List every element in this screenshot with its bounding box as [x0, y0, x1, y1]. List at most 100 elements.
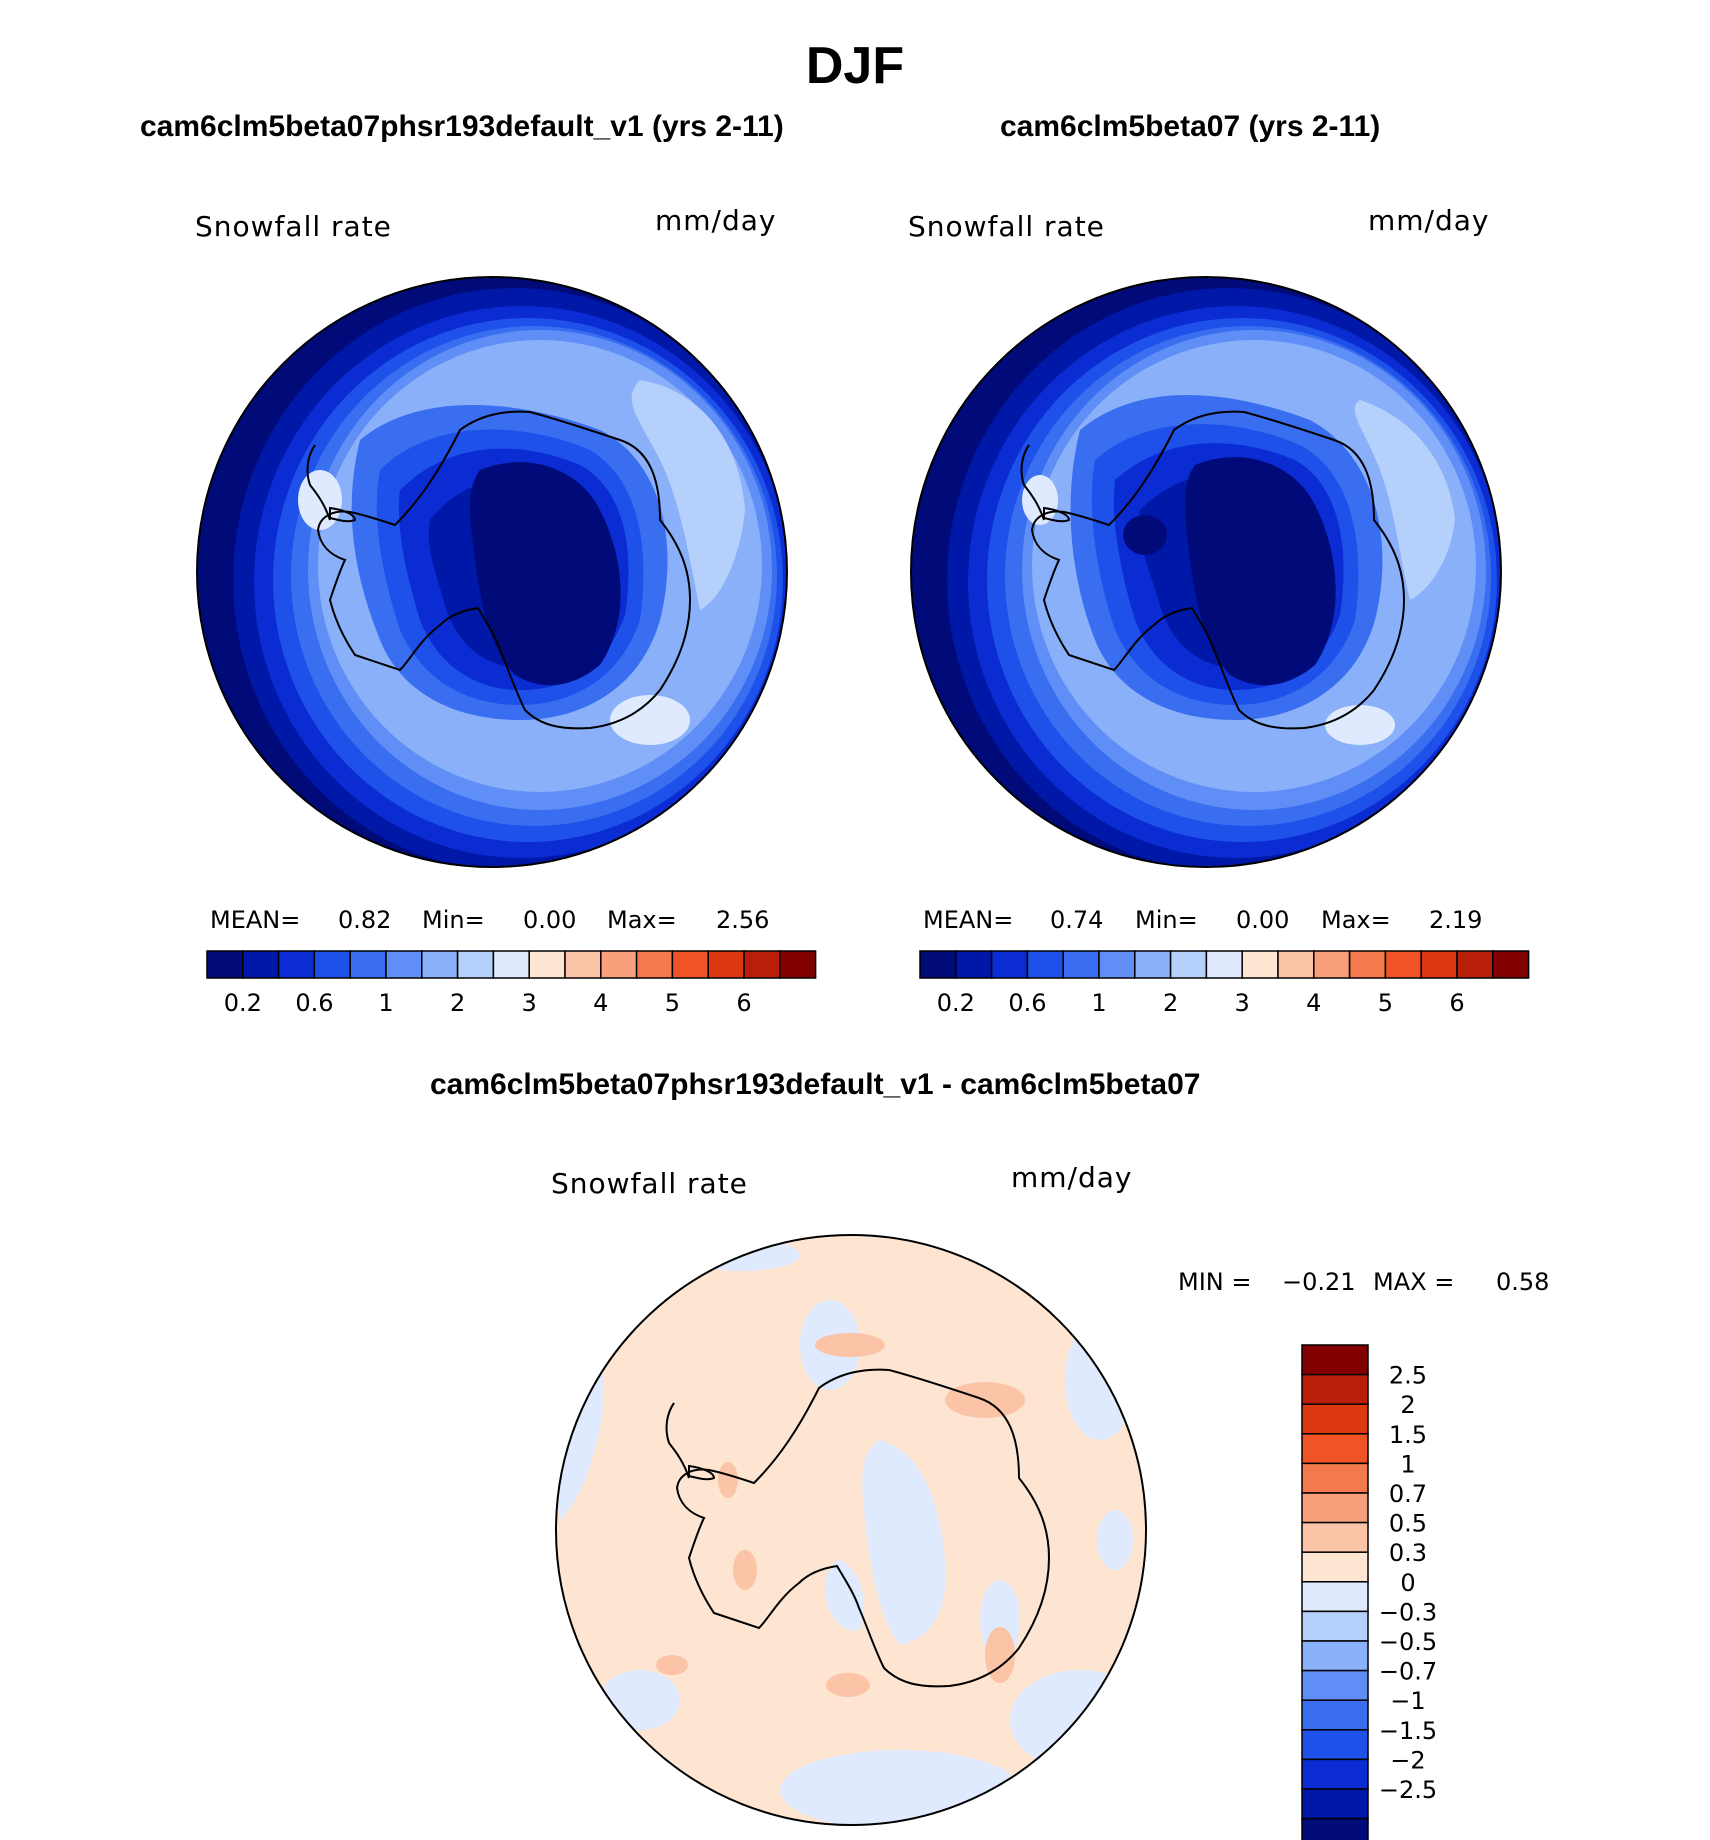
- right-colorbar-swatch: [919, 950, 957, 979]
- right-colorbar-swatch: [1313, 950, 1351, 979]
- diff-max-label: MAX =: [1373, 1268, 1455, 1296]
- right-max-label: Max=: [1321, 906, 1391, 934]
- right-mean-value: 0.74: [1050, 906, 1104, 934]
- difference-colorbar-swatch: [1301, 1788, 1369, 1820]
- right-panel-title: cam6clm5beta07 (yrs 2-11): [1000, 110, 1381, 143]
- left-units-label: mm/day: [655, 204, 777, 237]
- right-colorbar-swatch: [1348, 950, 1387, 979]
- right-colorbar-swatch: [990, 950, 1029, 979]
- left-snowfall-map: [196, 276, 788, 868]
- difference-colorbar-swatch: [1301, 1373, 1369, 1405]
- left-colorbar-swatch: [456, 950, 495, 979]
- diff-units-label: mm/day: [1011, 1161, 1133, 1194]
- diff-min-label: MIN =: [1178, 1268, 1252, 1296]
- difference-colorbar-swatch: [1301, 1551, 1369, 1583]
- left-colorbar-swatch: [242, 950, 280, 979]
- left-colorbar-tick-label: 6: [736, 989, 751, 1017]
- right-colorbar-swatch: [1134, 950, 1172, 979]
- right-max-value: 2.19: [1429, 906, 1483, 934]
- page-title: DJF: [805, 37, 905, 95]
- difference-colorbar-swatch: [1301, 1344, 1369, 1376]
- right-colorbar-swatch: [1205, 950, 1243, 979]
- right-colorbar: 0.2 0.6 1 2 3 4 5 6: [919, 950, 1530, 1017]
- left-colorbar-swatch: [564, 950, 602, 979]
- left-colorbar-tick-label: 2: [450, 989, 465, 1017]
- left-colorbar-swatch: [707, 950, 745, 979]
- right-colorbar-tick-label: 4: [1306, 989, 1321, 1017]
- left-max-value: 2.56: [716, 906, 770, 934]
- right-colorbar-swatch: [1241, 950, 1279, 979]
- left-variable-label: Snowfall rate: [195, 210, 392, 243]
- right-colorbar-swatch: [1456, 950, 1494, 979]
- difference-colorbar-swatch: [1301, 1492, 1369, 1524]
- difference-colorbar-tick-label: 0.5: [1389, 1510, 1427, 1538]
- right-colorbar-tick-label: 0.6: [1008, 989, 1046, 1017]
- right-units-label: mm/day: [1368, 204, 1490, 237]
- right-mean-label: MEAN=: [923, 906, 1014, 934]
- left-colorbar-tick-label: 1: [378, 989, 393, 1017]
- right-colorbar-swatch: [1277, 950, 1315, 979]
- right-colorbar-swatch: [1169, 950, 1208, 979]
- difference-map: [555, 1234, 1147, 1826]
- left-panel-title: cam6clm5beta07phsr193default_v1 (yrs 2-1…: [140, 110, 784, 143]
- left-colorbar-swatch: [600, 950, 638, 979]
- left-max-label: Max=: [607, 906, 677, 934]
- right-colorbar-tick-label: 3: [1235, 989, 1250, 1017]
- right-colorbar-swatch: [1026, 950, 1064, 979]
- difference-colorbar-swatch: [1301, 1817, 1369, 1840]
- right-colorbar-tick-label: 6: [1449, 989, 1464, 1017]
- difference-colorbar-swatch: [1301, 1729, 1369, 1761]
- difference-colorbar-tick-label: 1.5: [1389, 1421, 1427, 1449]
- left-mean-label: MEAN=: [210, 906, 301, 934]
- left-colorbar-swatch: [671, 950, 709, 979]
- difference-colorbar-swatch: [1301, 1433, 1369, 1465]
- left-colorbar-tick-label: 5: [665, 989, 680, 1017]
- left-colorbar-swatch: [743, 950, 781, 979]
- right-colorbar-tick-label: 1: [1091, 989, 1106, 1017]
- left-colorbar-swatch: [779, 950, 817, 979]
- left-colorbar-swatch: [277, 950, 316, 979]
- difference-colorbar-swatch: [1301, 1669, 1369, 1701]
- difference-colorbar-tick-label: 2.5: [1389, 1362, 1427, 1390]
- left-colorbar: 0.2 0.6 1 2 3 4 5 6: [206, 950, 817, 1017]
- right-colorbar-swatch: [1384, 950, 1422, 979]
- right-colorbar-swatch: [1098, 950, 1136, 979]
- left-colorbar-swatch: [421, 950, 459, 979]
- difference-colorbar-tick-label: 0: [1400, 1569, 1415, 1597]
- right-colorbar-swatch: [1420, 950, 1458, 979]
- difference-colorbar-swatch: [1301, 1610, 1369, 1642]
- left-colorbar-swatch: [635, 950, 674, 979]
- left-colorbar-tick-label: 3: [522, 989, 537, 1017]
- difference-colorbar-swatch: [1301, 1403, 1369, 1435]
- difference-colorbar-tick-label: −2: [1390, 1746, 1425, 1774]
- right-colorbar-tick-label: 0.2: [937, 989, 975, 1017]
- difference-colorbar-swatch: [1301, 1699, 1369, 1731]
- right-variable-label: Snowfall rate: [908, 210, 1105, 243]
- difference-colorbar-tick-label: −1.5: [1379, 1717, 1437, 1745]
- difference-colorbar-swatch: [1301, 1581, 1369, 1613]
- difference-colorbar-tick-label: −0.7: [1379, 1658, 1437, 1686]
- difference-colorbar-tick-label: −0.3: [1379, 1598, 1437, 1626]
- right-colorbar-tick-label: 2: [1163, 989, 1178, 1017]
- difference-colorbar-tick-label: 2: [1400, 1391, 1415, 1419]
- difference-colorbar-tick-label: 0.3: [1389, 1539, 1427, 1567]
- left-colorbar-swatch: [528, 950, 566, 979]
- left-colorbar-swatch: [206, 950, 244, 979]
- difference-colorbar-swatch: [1301, 1640, 1369, 1672]
- right-min-value: 0.00: [1236, 906, 1290, 934]
- difference-colorbar-tick-label: −0.5: [1379, 1628, 1437, 1656]
- right-colorbar-swatch: [955, 950, 993, 979]
- diff-variable-label: Snowfall rate: [551, 1167, 748, 1200]
- left-colorbar-swatch: [349, 950, 387, 979]
- difference-colorbar: 2.521.510.70.50.30−0.3−0.5−0.7−1−1.5−2−2…: [1301, 1344, 1437, 1840]
- left-mean-value: 0.82: [338, 906, 392, 934]
- difference-colorbar-swatch: [1301, 1758, 1369, 1790]
- left-colorbar-swatch: [492, 950, 530, 979]
- difference-colorbar-swatch: [1301, 1521, 1369, 1553]
- left-colorbar-swatch: [385, 950, 423, 979]
- difference-colorbar-tick-label: −2.5: [1379, 1776, 1437, 1804]
- diff-max-value: 0.58: [1496, 1268, 1550, 1296]
- right-colorbar-tick-label: 5: [1378, 989, 1393, 1017]
- right-min-label: Min=: [1135, 906, 1198, 934]
